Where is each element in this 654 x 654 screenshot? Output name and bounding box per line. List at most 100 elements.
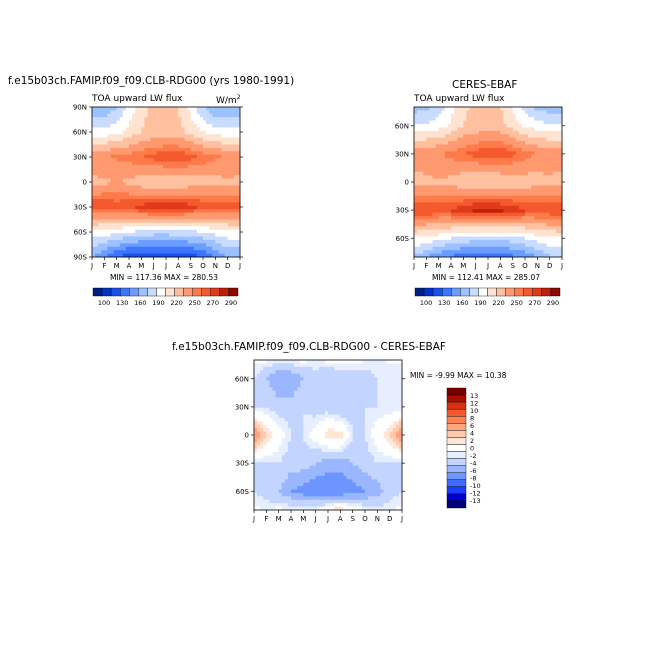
heat-cell — [125, 253, 130, 258]
heat-cell — [358, 366, 363, 371]
heat-cell — [141, 199, 145, 203]
heat-cell — [321, 390, 326, 395]
heat-cell — [420, 192, 424, 197]
heat-cell — [488, 107, 492, 111]
heat-cell — [159, 199, 164, 203]
heat-cell — [312, 404, 317, 409]
heat-cell — [153, 130, 158, 135]
heat-cell — [203, 154, 207, 159]
heat-cell — [328, 373, 332, 378]
heat-cell — [129, 233, 133, 237]
heat-cell — [365, 370, 369, 375]
heat-cell — [528, 195, 532, 200]
heat-cell — [101, 178, 105, 183]
heat-cell — [497, 107, 501, 111]
heat-cell — [537, 171, 541, 176]
heat-cell — [98, 147, 102, 152]
heat-cell — [159, 192, 164, 197]
heat-cell — [454, 124, 458, 128]
heat-cell — [534, 246, 538, 251]
heat-cell — [209, 182, 213, 186]
heat-cell — [549, 147, 554, 152]
heat-cell — [218, 250, 222, 254]
heat-cell — [156, 134, 161, 139]
heat-cell — [546, 205, 551, 210]
heat-cell — [371, 400, 375, 405]
heat-cell — [141, 229, 145, 234]
heat-cell — [212, 243, 216, 248]
heat-cell — [518, 216, 523, 220]
heat-cell — [224, 182, 229, 186]
heat-cell — [209, 164, 213, 169]
heat-cell — [457, 154, 461, 159]
heat-cell — [218, 226, 222, 231]
heat-cell — [432, 182, 436, 186]
heat-cell — [537, 239, 541, 244]
heat-cell — [352, 394, 357, 398]
heat-cell — [484, 205, 489, 210]
heat-cell — [521, 202, 526, 207]
heat-cell — [466, 182, 470, 186]
heat-cell — [162, 113, 167, 118]
heat-cell — [203, 246, 207, 251]
heat-cell — [414, 199, 418, 203]
heat-cell — [138, 253, 142, 258]
heat-cell — [284, 373, 289, 378]
heat-cell — [454, 141, 458, 145]
heat-cell — [196, 202, 201, 207]
heat-cell — [484, 141, 489, 145]
heat-cell — [414, 113, 418, 118]
heat-cell — [107, 161, 111, 166]
heat-cell — [193, 164, 198, 169]
heat-cell — [190, 222, 195, 227]
heat-cell — [287, 370, 292, 375]
heat-cell — [233, 236, 238, 241]
heat-cell — [184, 188, 188, 193]
x-tick-label: J — [474, 262, 477, 270]
heat-cell — [447, 195, 452, 200]
heat-cell — [454, 168, 458, 173]
heat-cell — [441, 130, 446, 135]
heat-cell — [429, 236, 433, 241]
heat-cell — [199, 161, 204, 166]
heat-cell — [537, 110, 541, 115]
heat-cell — [447, 192, 452, 197]
heat-cell — [230, 199, 235, 203]
heat-cell — [266, 397, 270, 402]
heat-cell — [184, 127, 188, 132]
heat-cell — [469, 134, 473, 139]
heat-cell — [107, 113, 111, 118]
heat-cell — [178, 120, 182, 125]
heat-cell — [414, 229, 418, 234]
heat-cell — [463, 226, 467, 231]
heat-cell — [435, 239, 440, 244]
heat-cell — [343, 383, 347, 388]
heat-cell — [199, 134, 204, 139]
heat-cell — [463, 175, 467, 179]
heat-cell — [478, 243, 483, 248]
heat-cell — [224, 117, 229, 122]
heat-cell — [540, 110, 544, 115]
heat-cell — [497, 185, 501, 190]
heat-cell — [291, 377, 295, 381]
heat-cell — [104, 192, 108, 197]
heat-cell — [481, 216, 486, 220]
heat-cell — [297, 363, 301, 368]
heat-cell — [558, 127, 563, 132]
heat-cell — [263, 383, 267, 388]
heat-cell — [475, 253, 480, 258]
heat-cell — [144, 195, 148, 200]
heat-cell — [291, 400, 295, 405]
heat-cell — [506, 130, 510, 135]
heat-cell — [503, 188, 507, 193]
heat-cell — [534, 137, 538, 142]
heat-cell — [447, 253, 452, 258]
heat-cell — [555, 168, 560, 173]
heat-cell — [555, 151, 560, 156]
heat-cell — [215, 120, 219, 125]
heat-cell — [386, 363, 391, 368]
heat-cell — [389, 363, 394, 368]
heat-cell — [190, 212, 195, 217]
heat-cell — [104, 222, 108, 227]
